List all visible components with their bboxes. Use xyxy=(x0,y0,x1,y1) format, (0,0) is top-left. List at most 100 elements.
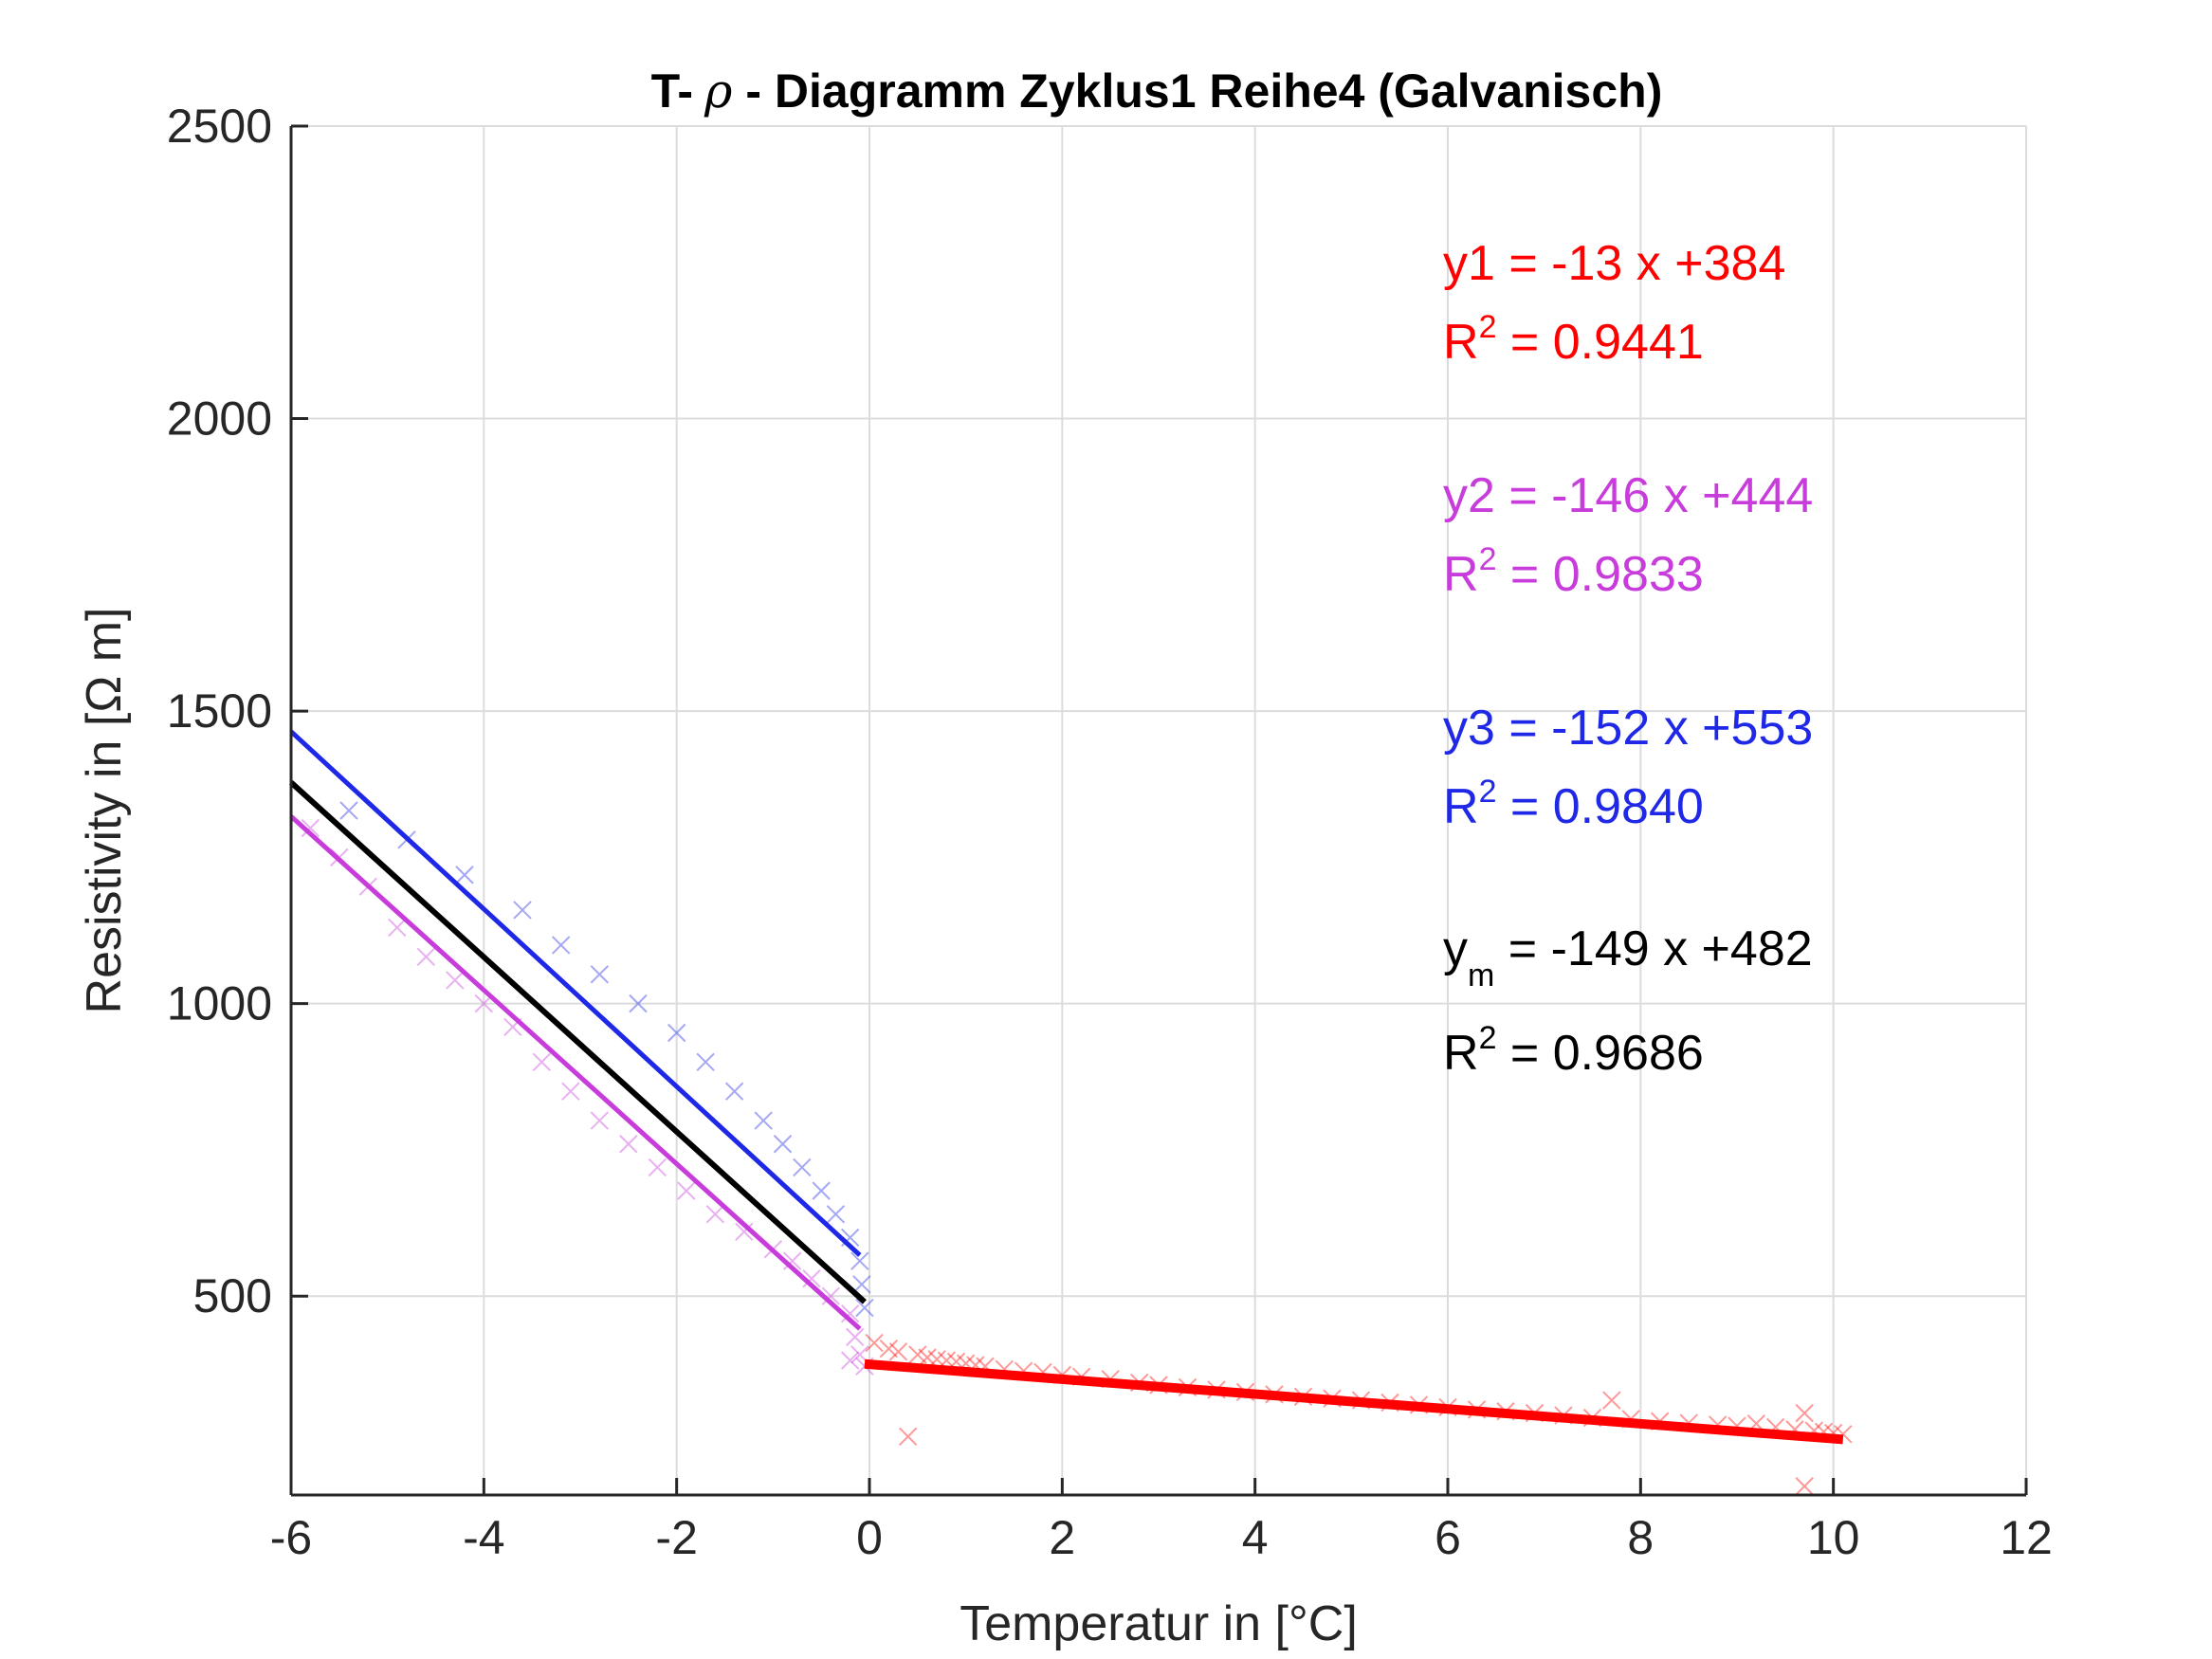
x-tick-label: 2 xyxy=(1049,1511,1075,1564)
r-squared-superscript: 2 xyxy=(1479,1020,1497,1056)
r-squared-value: = 0.9833 xyxy=(1496,547,1703,602)
r-squared-value: = 0.9840 xyxy=(1496,779,1703,834)
fit-equation-formula: = -146 x +444 xyxy=(1495,468,1813,523)
x-tick-label: 6 xyxy=(1435,1511,1461,1564)
data-point xyxy=(551,936,571,955)
fit-line xyxy=(864,1358,1844,1445)
data-point xyxy=(388,918,407,938)
fit-equation-name: y3 xyxy=(1443,701,1495,756)
data-point xyxy=(773,1135,793,1154)
data-point xyxy=(879,1340,899,1358)
data-point xyxy=(301,818,320,838)
fit-equation-subscript: m xyxy=(1468,957,1494,994)
chart-title-prefix: T- xyxy=(651,64,693,118)
data-point xyxy=(888,1342,908,1361)
r-squared-superscript: 2 xyxy=(1479,541,1497,577)
chart-title-suffix: - Diagramm Zyklus1 Reihe4 (Galvanisch) xyxy=(732,64,1662,118)
data-point xyxy=(821,1286,841,1305)
x-tick-label: -6 xyxy=(270,1511,312,1564)
data-point xyxy=(852,1275,871,1294)
y-tick-label: 1500 xyxy=(167,684,272,738)
x-tick-label: 8 xyxy=(1627,1511,1654,1564)
data-point xyxy=(590,1111,610,1130)
fit-equation-name: y1 xyxy=(1443,236,1495,291)
fit-equation-name: y xyxy=(1443,921,1468,976)
data-point xyxy=(648,1158,667,1177)
data-point xyxy=(619,1135,638,1154)
data-point xyxy=(865,1333,884,1353)
r-squared-base: R xyxy=(1443,779,1479,834)
r-squared-value: = 0.9441 xyxy=(1496,315,1703,370)
axes xyxy=(289,126,2026,1497)
data-point xyxy=(855,1298,874,1318)
fit-r-squared: R2 = 0.9833 xyxy=(1443,541,1704,602)
x-tick-label: -4 xyxy=(463,1511,504,1564)
data-point xyxy=(918,1348,937,1367)
x-tick-label: 10 xyxy=(1807,1511,1860,1564)
y-tick-label: 500 xyxy=(193,1269,272,1322)
fit-r-squared: R2 = 0.9686 xyxy=(1443,1020,1704,1081)
data-point xyxy=(908,1345,927,1364)
r-squared-value: = 0.9686 xyxy=(1496,1026,1703,1081)
data-point xyxy=(513,901,532,920)
fit-equation: y1 = -13 x +384 xyxy=(1443,236,1785,291)
y-axis-label: Resistivity in [Ω m] xyxy=(77,608,132,1014)
data-point xyxy=(793,1158,812,1177)
fit-equation: y3 = -152 x +553 xyxy=(1443,701,1813,756)
x-axis-label: Temperatur in [°C] xyxy=(960,1596,1358,1651)
data-point xyxy=(696,1052,715,1072)
data-point xyxy=(629,994,648,1013)
r-squared-superscript: 2 xyxy=(1479,774,1497,810)
y-tick-label: 2500 xyxy=(167,100,272,153)
r-squared-base: R xyxy=(1443,315,1479,370)
x-tick-label: 0 xyxy=(856,1511,883,1564)
data-point xyxy=(898,1427,918,1446)
fit-line xyxy=(288,780,867,1304)
fit-lines xyxy=(288,729,1844,1445)
fit-line xyxy=(289,729,862,1257)
data-point xyxy=(532,1052,552,1072)
data-point xyxy=(812,1181,831,1200)
r-squared-base: R xyxy=(1443,547,1479,602)
data-point xyxy=(840,1304,860,1323)
x-tick-label: 12 xyxy=(2000,1511,2053,1564)
data-point xyxy=(667,1023,686,1043)
data-point xyxy=(724,1082,744,1101)
y-tick-label: 2000 xyxy=(167,392,272,446)
data-point xyxy=(782,1251,802,1270)
fit-equation-formula: = -149 x +482 xyxy=(1494,921,1812,976)
data-point xyxy=(590,965,610,984)
y-tick-label: 1000 xyxy=(167,977,272,1030)
data-point xyxy=(840,1351,860,1370)
data-point xyxy=(446,971,465,990)
plot-area xyxy=(291,126,2026,1495)
grid-lines xyxy=(290,125,2027,1495)
data-point xyxy=(705,1205,725,1224)
data-point xyxy=(677,1181,696,1200)
data-point xyxy=(1602,1391,1621,1410)
x-tick-label: -2 xyxy=(655,1511,697,1564)
data-point xyxy=(735,1222,754,1242)
fit-equation-formula: = -13 x +384 xyxy=(1495,236,1785,291)
data-point xyxy=(846,1327,865,1347)
fit-line xyxy=(289,814,862,1331)
fit-equation: ym = -149 x +482 xyxy=(1443,921,1813,994)
chart-title-rho-symbol: ρ xyxy=(704,64,733,118)
y-tick-labels: 500 1000 1500 2000 2500 xyxy=(167,100,308,1322)
fit-equation-formula: = -152 x +553 xyxy=(1495,701,1813,756)
data-point xyxy=(754,1111,773,1130)
data-point xyxy=(1795,1403,1814,1423)
data-point xyxy=(455,866,474,884)
x-tick-label: 4 xyxy=(1242,1511,1269,1564)
data-point xyxy=(561,1082,580,1101)
fit-r-squared: R2 = 0.9840 xyxy=(1443,774,1704,834)
data-point xyxy=(826,1205,846,1224)
chart-title: T-ρ - Diagramm Zyklus1 Reihe4 (Galvanisc… xyxy=(651,64,1663,118)
data-point xyxy=(416,947,436,966)
data-point xyxy=(850,1251,869,1270)
fit-r-squared: R2 = 0.9441 xyxy=(1443,309,1704,370)
fit-equation-name: y2 xyxy=(1443,468,1495,523)
data-point xyxy=(1795,1477,1814,1496)
